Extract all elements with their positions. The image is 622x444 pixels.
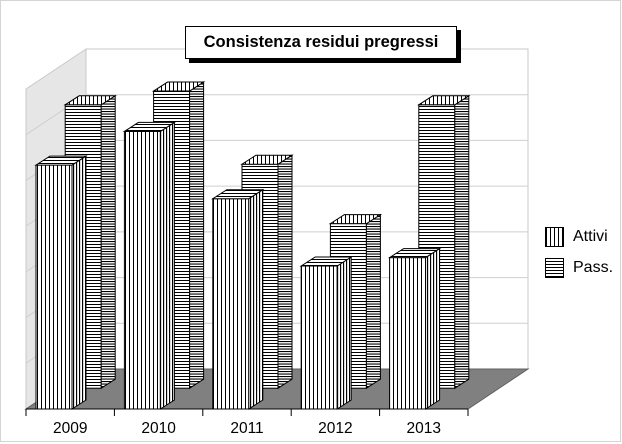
- bar-attivi-2009-side: [71, 155, 87, 410]
- bar-pass-2010-top: [151, 81, 206, 92]
- x-tick-label-2011: 2011: [230, 420, 263, 437]
- legend-item-pass: Pass.: [545, 258, 613, 278]
- bar-pass-2013-top: [417, 95, 471, 106]
- bar-attivi-2012: [299, 256, 353, 410]
- bar-attivi-2012-front: [300, 265, 338, 410]
- bar-attivi-2010-top: [122, 121, 177, 132]
- legend-swatch-attivi: [545, 227, 564, 247]
- bar-attivi-2012-side: [336, 256, 352, 410]
- bar-pass-2010-side: [189, 81, 205, 390]
- bar-attivi-2013-side: [425, 247, 441, 410]
- x-tick-label-2012: 2012: [318, 420, 352, 437]
- x-tick-label-2009: 2009: [53, 420, 87, 437]
- legend-label-attivi: Attivi: [573, 228, 608, 245]
- bar-pass-2011-side: [277, 154, 293, 390]
- bar-attivi-2011-side: [248, 188, 264, 410]
- chart-title: Consistenza residui pregressi: [185, 26, 457, 59]
- legend-item-attivi: Attivi: [545, 227, 608, 247]
- x-tick-label-2010: 2010: [141, 420, 176, 437]
- bar-attivi-2013-front: [389, 257, 427, 410]
- bar-attivi-2011: [211, 188, 265, 410]
- bar-attivi-2010: [122, 121, 177, 410]
- legend-swatch-pass: [545, 258, 564, 278]
- x-tick-label-2013: 2013: [407, 420, 441, 437]
- bar-attivi-2013-top: [387, 248, 442, 259]
- bar-attivi-2010-front: [123, 130, 161, 410]
- bar-pass-2009-side: [100, 94, 116, 390]
- bar-attivi-2012-top: [299, 256, 353, 267]
- bar-pass-2009-top: [63, 95, 117, 106]
- bar-pass-2011-top: [240, 154, 294, 165]
- chart-bars: [34, 81, 471, 410]
- bar-attivi-2009: [34, 155, 88, 410]
- legend-label-pass: Pass.: [573, 259, 614, 276]
- bar-attivi-2010-side: [159, 121, 175, 410]
- bar-attivi-2009-top: [34, 155, 88, 166]
- bar-attivi-2011-top: [211, 189, 265, 200]
- bar-attivi-2011-front: [212, 198, 250, 410]
- bar-pass-2012-side: [365, 213, 381, 390]
- x-axis: 2009 2010 2011 2012 2013: [25, 408, 469, 437]
- bar-pass-2012-top: [328, 214, 383, 225]
- bar-attivi-2013: [387, 247, 442, 410]
- bar-attivi-2009-front: [35, 164, 73, 410]
- bar-pass-2013-side: [454, 94, 470, 390]
